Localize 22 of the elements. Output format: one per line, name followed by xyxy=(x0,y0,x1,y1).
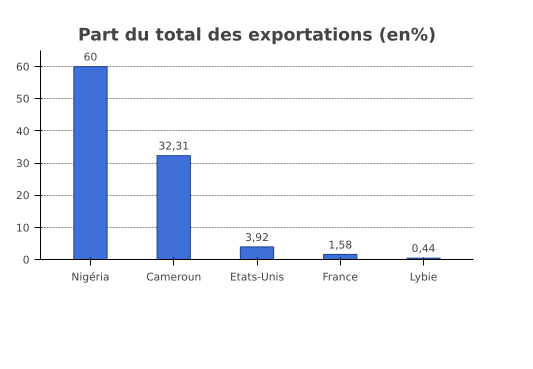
x-tick-label: France xyxy=(322,270,358,284)
x-tick-label: Cameroun xyxy=(146,270,202,284)
y-tick-label: 30 xyxy=(16,157,30,170)
chart-title: Part du total des exportations (en%) xyxy=(78,26,436,46)
data-label: 3,92 xyxy=(245,230,269,244)
y-tick-label: 20 xyxy=(16,189,30,202)
y-tick-label: 40 xyxy=(16,124,30,138)
bar xyxy=(73,66,108,260)
y-tick-label: 0 xyxy=(22,254,30,266)
data-label: 1,58 xyxy=(328,238,352,252)
bar xyxy=(323,254,358,260)
bar xyxy=(240,246,274,260)
y-tick-label: 50 xyxy=(16,92,30,106)
data-label: 60 xyxy=(84,50,98,64)
y-tick-label: 60 xyxy=(16,60,30,74)
x-tick-label: Etats-Unis xyxy=(230,270,284,284)
y-tick-label: 10 xyxy=(16,221,30,234)
data-label: 0,44 xyxy=(412,242,436,256)
bar xyxy=(156,155,191,260)
data-label: 32,31 xyxy=(158,140,189,153)
x-tick-label: Nigéria xyxy=(71,270,110,284)
x-tick-label: Lybie xyxy=(410,270,438,284)
